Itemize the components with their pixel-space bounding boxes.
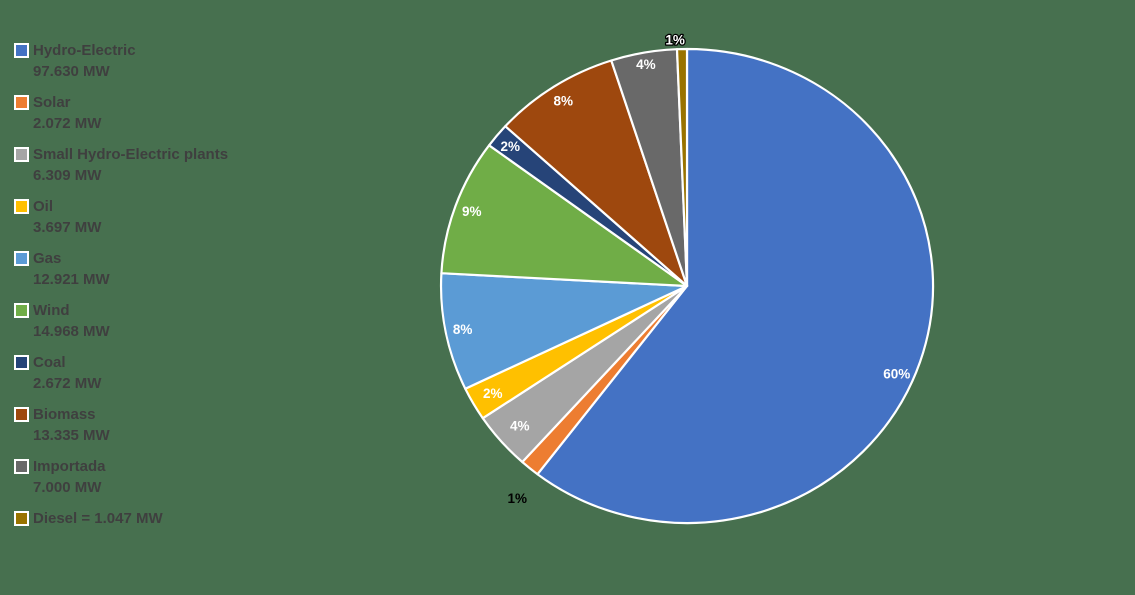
legend-value-small-hydro-electric-plants: 6.309 MW [33, 167, 102, 184]
legend-value-hydro-electric: 97.630 MW [33, 63, 110, 80]
legend-value-gas: 12.921 MW [33, 271, 110, 288]
legend-swatch-oil [14, 199, 29, 214]
legend-label-oil: Oil [33, 198, 54, 215]
legend-value-wind: 14.968 MW [33, 323, 110, 340]
legend-label-solar: Solar [33, 94, 71, 111]
pie-slice-gas [439, 272, 689, 390]
pie-label-biomass: 8% [553, 93, 573, 108]
legend-swatch-diesel [14, 511, 29, 526]
pie-label-coal: 2% [500, 139, 520, 154]
chart-legend: Hydro-Electric 97.630 MW Solar 2.072 MW Smal… [14, 40, 314, 539]
legend-item-wind: Wind 14.968 MW [14, 300, 314, 342]
pie-label-gas: 8% [453, 322, 473, 337]
legend-value-coal: 2.672 MW [33, 375, 102, 392]
legend-item-small-hydro-electric-plants: Small Hydro-Electric plants 6.309 MW [14, 144, 314, 186]
legend-item-importada: Importada 7.000 MW [14, 456, 314, 498]
legend-item-diesel: Diesel = 1.047 MW [14, 508, 314, 529]
pie-label-solar: 1% [508, 491, 528, 506]
legend-value-biomass: 13.335 MW [33, 427, 110, 444]
legend-item-biomass: Biomass 13.335 MW [14, 404, 314, 446]
legend-swatch-solar [14, 95, 29, 110]
legend-label-wind: Wind [33, 302, 70, 319]
legend-swatch-coal [14, 355, 29, 370]
legend-item-oil: Oil 3.697 MW [14, 196, 314, 238]
legend-swatch-gas [14, 251, 29, 266]
legend-label-hydro-electric: Hydro-Electric [33, 42, 136, 59]
pie-slice-biomass [504, 59, 689, 288]
legend-item-coal: Coal 2.672 MW [14, 352, 314, 394]
pie-label-small-hydro-electric-plants: 4% [510, 419, 530, 434]
pie-label-wind: 9% [462, 204, 482, 219]
legend-label-gas: Gas [33, 250, 62, 267]
pie-label-oil: 2% [483, 386, 503, 401]
legend-label-small-hydro-electric-plants: Small Hydro-Electric plants [33, 146, 229, 163]
legend-item-solar: Solar 2.072 MW [14, 92, 314, 134]
pie-slice-wind [440, 144, 689, 288]
legend-value-oil: 3.697 MW [33, 219, 102, 236]
legend-item-hydro-electric: Hydro-Electric 97.630 MW [14, 40, 314, 82]
legend-label-diesel: Diesel = 1.047 MW [33, 510, 163, 527]
legend-swatch-small-hydro-electric-plants [14, 147, 29, 162]
pie-label-hydro-electric: 60% [883, 367, 910, 382]
legend-label-importada: Importada [33, 458, 106, 475]
legend-swatch-hydro-electric [14, 43, 29, 58]
legend-swatch-importada [14, 459, 29, 474]
legend-label-coal: Coal [33, 354, 66, 371]
legend-swatch-wind [14, 303, 29, 318]
legend-value-solar: 2.072 MW [33, 115, 102, 132]
pie-label-diesel: 1% [665, 33, 685, 48]
legend-swatch-biomass [14, 407, 29, 422]
pie-slice-hydro-electric [536, 47, 935, 525]
legend-item-gas: Gas 12.921 MW [14, 248, 314, 290]
pie-label-importada: 4% [636, 57, 656, 72]
pie-slice-diesel [675, 47, 689, 288]
legend-value-importada: 7.000 MW [33, 479, 102, 496]
legend-label-biomass: Biomass [33, 406, 96, 423]
